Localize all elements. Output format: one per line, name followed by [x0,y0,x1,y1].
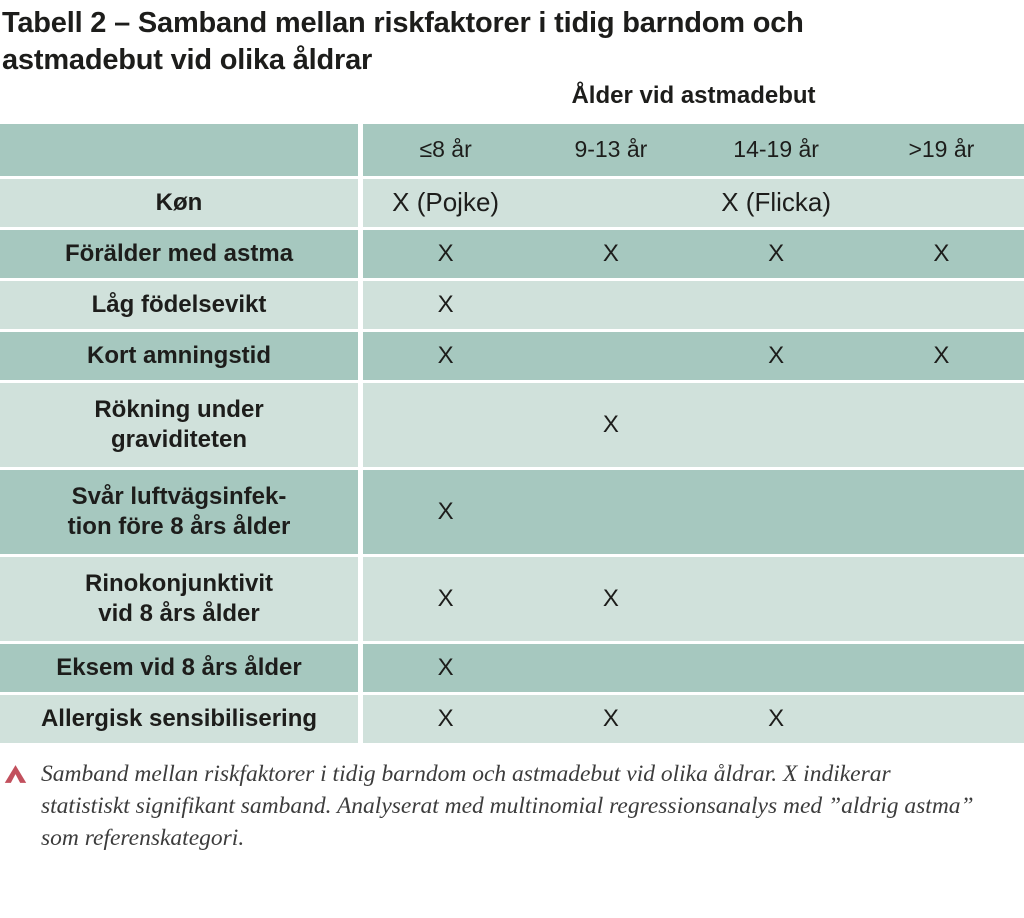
significance-mark-cell: X [437,653,454,681]
empty-cell [694,644,859,692]
empty-cell [859,281,1024,329]
empty-cell [859,470,1024,554]
significance-mark-cell: X [602,410,619,438]
empty-cell [694,557,859,641]
significance-mark-cell: X [602,239,619,267]
empty-cell [363,383,528,467]
significance-mark-cell: X [437,497,454,525]
significance-mark-cell: X [933,239,950,267]
risk-factor-table: ≤8 år 9-13 år 14-19 år >19 år Køn X (Poj… [0,123,1024,743]
header-empty-cell [0,123,363,176]
table-row: Eksem vid 8 års ålder X [0,643,1024,692]
row-label: Kort amningstid [0,331,363,380]
empty-cell [694,470,859,554]
page-title: Tabell 2 – Samband mellan riskfaktorer i… [2,7,804,76]
row-label-sex: Køn [0,178,363,227]
table-row: Svår luftvägsinfek- tion före 8 års ålde… [0,469,1024,554]
figure-caption: Samband mellan riskfaktorer i tidig barn… [3,759,1024,855]
row-label: Eksem vid 8 års ålder [0,643,363,692]
table-row: Låg födelsevikt X [0,280,1024,329]
table-row: Allergisk sensibilisering X X X [0,694,1024,743]
significance-mark-cell: X [768,704,785,732]
table-row: Rinokonjunktivit vid 8 års ålder X X [0,556,1024,641]
significance-mark-cell: X [768,341,785,369]
empty-cell [528,470,693,554]
column-header-gt19: >19 år [908,136,975,163]
column-header-14-19: 14-19 år [733,136,819,163]
empty-cell [694,383,859,467]
empty-cell [528,332,693,380]
empty-cell [694,281,859,329]
row-label: Förälder med astma [0,229,363,278]
significance-mark-cell: X [768,239,785,267]
caption-text: Samband mellan riskfaktorer i tidig barn… [41,760,974,851]
empty-cell [528,644,693,692]
significance-mark-cell: X [437,704,454,732]
empty-cell [528,281,693,329]
significance-mark-cell: X [437,584,454,612]
empty-cell [859,383,1024,467]
table-row: Kort amningstid X X X [0,331,1024,380]
sex-cell-girl: X (Flicka) [721,187,832,218]
table-row: Förälder med astma X X X X [0,229,1024,278]
row-label: Rinokonjunktivit vid 8 års ålder [0,556,363,641]
row-label: Rökning under graviditeten [0,382,363,467]
empty-cell [859,557,1024,641]
significance-mark-cell: X [437,290,454,318]
significance-mark-cell: X [437,239,454,267]
significance-mark-cell: X [437,341,454,369]
age-at-debut-header: Ålder vid astmadebut [571,81,816,109]
row-label: Allergisk sensibilisering [0,694,363,743]
caret-up-icon [4,764,27,783]
empty-cell [859,695,1024,743]
row-label: Svår luftvägsinfek- tion före 8 års ålde… [0,469,363,554]
sex-cell-boy: X (Pojke) [392,187,500,218]
column-header-le8: ≤8 år [419,136,472,163]
empty-cell [859,644,1024,692]
significance-mark-cell: X [933,341,950,369]
table-row: Rökning under graviditeten X [0,382,1024,467]
significance-mark-cell: X [602,584,619,612]
column-header-9-13: 9-13 år [574,136,648,163]
row-label: Låg födelsevikt [0,280,363,329]
table-header-row: ≤8 år 9-13 år 14-19 år >19 år [0,123,1024,176]
table-row-sex: Køn X (Pojke) X (Flicka) [0,178,1024,227]
significance-mark-cell: X [602,704,619,732]
